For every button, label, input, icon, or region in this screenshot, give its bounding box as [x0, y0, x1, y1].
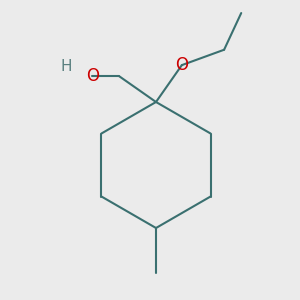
- Text: H: H: [61, 59, 72, 74]
- Text: O: O: [85, 67, 99, 85]
- Text: O: O: [175, 56, 188, 74]
